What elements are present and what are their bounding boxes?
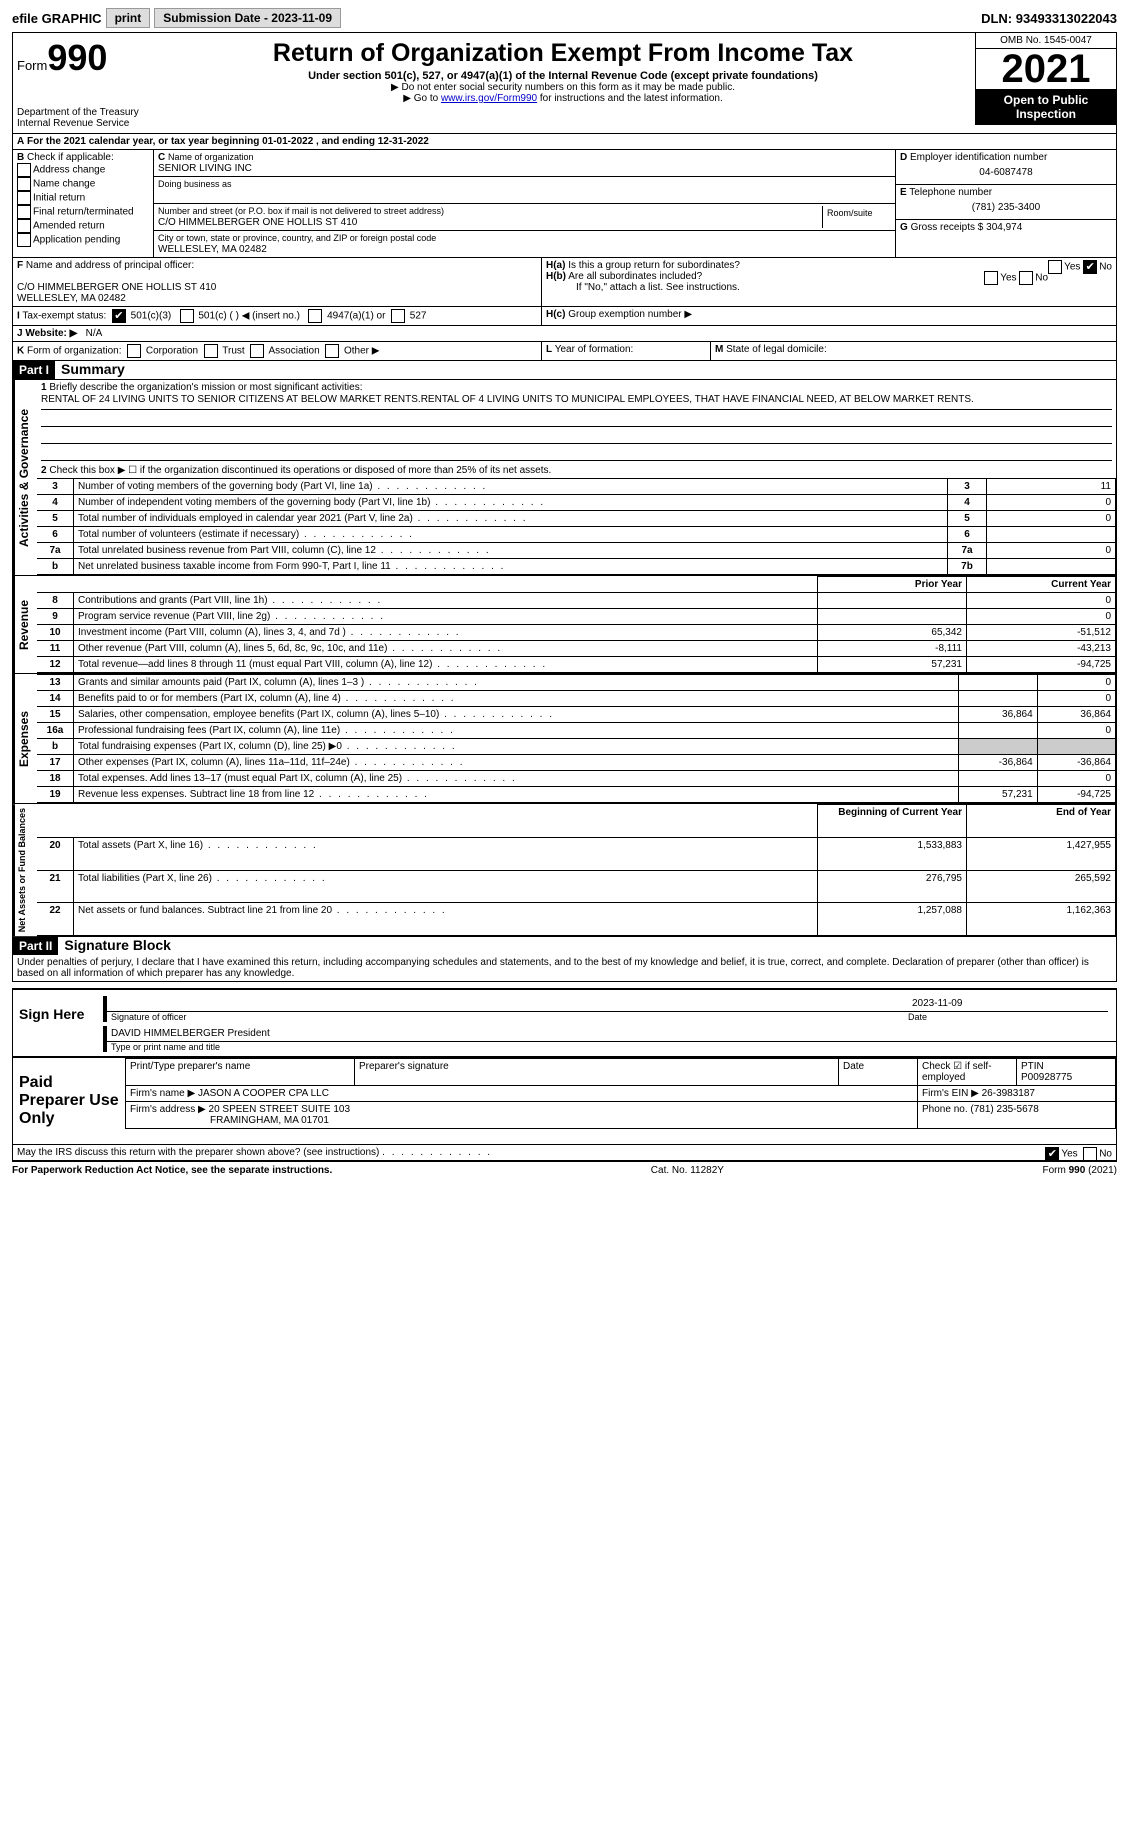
footer-center: Cat. No. 11282Y xyxy=(651,1165,724,1176)
table-expenses: 13Grants and similar amounts paid (Part … xyxy=(37,674,1116,803)
tax-year: 2021 xyxy=(976,49,1116,89)
dept-label: Department of the Treasury xyxy=(17,107,147,118)
firm-name: JASON A COOPER CPA LLC xyxy=(198,1088,329,1099)
org-street: C/O HIMMELBERGER ONE HOLLIS ST 410 xyxy=(158,217,357,228)
irs-link[interactable]: www.irs.gov/Form990 xyxy=(441,93,537,104)
side-netassets: Net Assets or Fund Balances xyxy=(13,804,37,936)
mission-text: RENTAL OF 24 LIVING UNITS TO SENIOR CITI… xyxy=(41,393,1112,410)
print-button[interactable]: print xyxy=(106,8,151,28)
side-activities: Activities & Governance xyxy=(13,380,37,575)
part2-bar: Part II xyxy=(13,937,58,955)
section-i: I Tax-exempt status: ✔ 501(c)(3) 501(c) … xyxy=(13,307,541,325)
firm-addr: 20 SPEEN STREET SUITE 103 xyxy=(209,1104,351,1115)
line-a: A For the 2021 calendar year, or tax yea… xyxy=(13,134,1116,149)
gross-receipts: 304,974 xyxy=(986,222,1022,233)
side-revenue: Revenue xyxy=(13,576,37,673)
paid-preparer-label: Paid Preparer Use Only xyxy=(13,1058,125,1144)
dln: DLN: 93493313022043 xyxy=(981,11,1117,26)
part1-title: Summary xyxy=(55,361,125,379)
ein: 04-6087478 xyxy=(900,163,1112,182)
form-header: Form990 Department of the Treasury Inter… xyxy=(12,32,1117,134)
declaration: Under penalties of perjury, I declare th… xyxy=(12,955,1117,982)
sign-date: 2023-11-09 xyxy=(908,996,1108,1012)
firm-phone: (781) 235-5678 xyxy=(970,1104,1038,1115)
org-city: WELLESLEY, MA 02482 xyxy=(158,244,267,255)
efile-label: efile GRAPHIC xyxy=(12,11,102,26)
submission-date: Submission Date - 2023-11-09 xyxy=(154,8,341,28)
side-expenses: Expenses xyxy=(13,674,37,803)
section-k: K Form of organization: Corporation Trus… xyxy=(13,342,541,360)
note-link: ▶ Go to www.irs.gov/Form990 for instruct… xyxy=(155,93,971,104)
table-netassets: Beginning of Current YearEnd of Year20To… xyxy=(37,804,1116,936)
part1-bar: Part I xyxy=(13,361,55,379)
phone: (781) 235-3400 xyxy=(900,198,1112,217)
top-bar: efile GRAPHIC print Submission Date - 20… xyxy=(12,8,1117,28)
note-ssn: ▶ Do not enter social security numbers o… xyxy=(155,82,971,93)
form-subtitle: Under section 501(c), 527, or 4947(a)(1)… xyxy=(155,70,971,82)
table-revenue: Prior YearCurrent Year8Contributions and… xyxy=(37,576,1116,673)
section-b: B Check if applicable: Address change Na… xyxy=(13,150,153,257)
section-f: F Name and address of principal officer:… xyxy=(13,258,541,306)
footer-left: For Paperwork Reduction Act Notice, see … xyxy=(12,1165,332,1176)
section-j: J Website: ▶ N/A xyxy=(13,326,1116,341)
ptin: P00928775 xyxy=(1021,1072,1072,1083)
form-number: Form990 xyxy=(17,37,147,79)
discuss-line: May the IRS discuss this return with the… xyxy=(12,1145,1117,1161)
open-inspection: Open to Public Inspection xyxy=(976,89,1116,125)
sign-here-label: Sign Here xyxy=(13,990,95,1056)
irs-label: Internal Revenue Service xyxy=(17,118,147,129)
table-activities: 3Number of voting members of the governi… xyxy=(37,478,1116,575)
part2-title: Signature Block xyxy=(58,937,171,955)
footer-right: Form 990 (2021) xyxy=(1043,1165,1117,1176)
org-name: SENIOR LIVING INC xyxy=(158,163,252,174)
firm-ein: 26-3983187 xyxy=(982,1088,1035,1099)
officer-name: DAVID HIMMELBERGER President xyxy=(107,1026,1116,1042)
form-title: Return of Organization Exempt From Incom… xyxy=(155,39,971,68)
